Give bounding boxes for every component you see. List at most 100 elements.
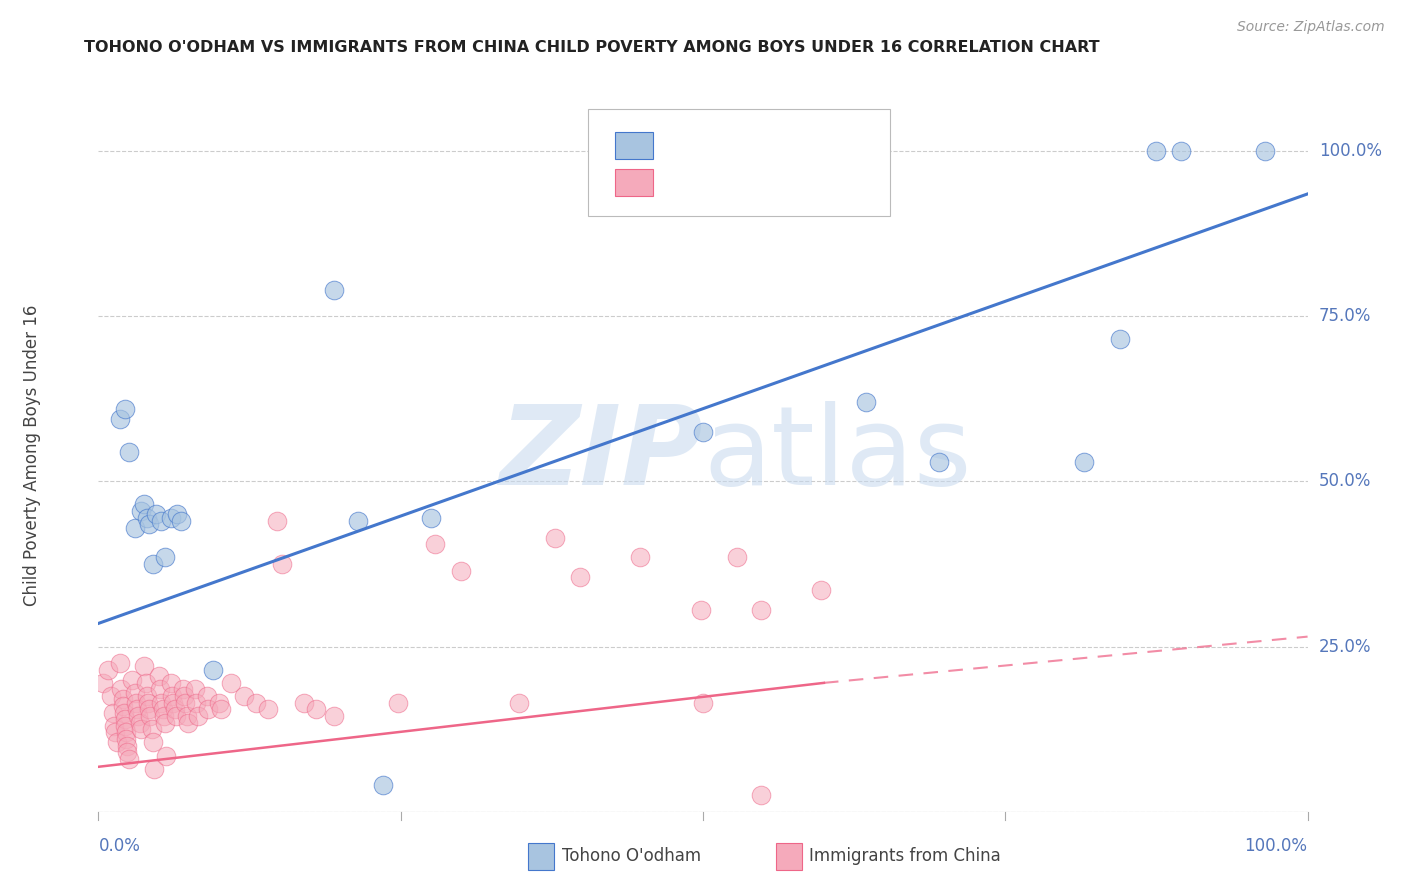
Bar	[614, 169, 654, 196]
Point	[155, 748, 177, 763]
Point	[149, 682, 172, 697]
Point	[108, 411, 131, 425]
Point	[129, 504, 152, 518]
Point	[128, 715, 150, 730]
Point	[117, 739, 139, 753]
Point	[152, 709, 174, 723]
Point	[1109, 332, 1132, 346]
Point	[134, 498, 156, 512]
Point	[172, 682, 194, 697]
Point	[165, 709, 187, 723]
Bar	[614, 132, 654, 159]
Point	[124, 520, 146, 534]
Point	[169, 514, 191, 528]
Point	[115, 725, 138, 739]
Point	[266, 514, 288, 528]
Text: 100.0%: 100.0%	[1319, 142, 1382, 160]
Point	[135, 676, 157, 690]
Point	[450, 564, 472, 578]
Point	[135, 689, 157, 703]
Point	[202, 663, 225, 677]
Point	[855, 395, 877, 409]
Point	[749, 603, 772, 617]
Point	[1170, 144, 1192, 158]
Point	[195, 689, 218, 703]
Text: ZIP: ZIP	[499, 401, 703, 508]
Point	[628, 550, 651, 565]
Point	[110, 682, 132, 697]
Point	[139, 709, 162, 723]
Point	[420, 510, 443, 524]
Point	[371, 778, 394, 792]
Point	[810, 583, 832, 598]
Text: Source: ZipAtlas.com: Source: ZipAtlas.com	[1237, 20, 1385, 34]
Point	[166, 508, 188, 522]
Point	[544, 531, 567, 545]
Point	[136, 696, 159, 710]
Point	[749, 788, 772, 802]
Point	[104, 725, 127, 739]
Point	[138, 517, 160, 532]
Point	[347, 514, 370, 528]
Point	[148, 669, 170, 683]
Point	[245, 696, 267, 710]
Point	[221, 676, 243, 690]
Point	[121, 673, 143, 687]
Point	[112, 706, 135, 720]
Point	[150, 514, 173, 528]
Point	[108, 656, 131, 670]
Point	[1144, 144, 1167, 158]
Point	[115, 732, 138, 747]
Point	[163, 702, 186, 716]
Point	[197, 702, 219, 716]
Point	[114, 719, 136, 733]
Point	[176, 709, 198, 723]
Point	[186, 696, 208, 710]
Point	[129, 722, 152, 736]
Point	[160, 676, 183, 690]
Point	[150, 696, 173, 710]
Point	[173, 689, 195, 703]
Point	[692, 696, 714, 710]
Point	[142, 557, 165, 571]
Text: R = 0.269   N = 75: R = 0.269 N = 75	[665, 173, 849, 191]
Point	[323, 283, 346, 297]
Point	[232, 689, 254, 703]
Point	[568, 570, 591, 584]
Point	[127, 702, 149, 716]
Point	[387, 696, 409, 710]
Point	[508, 696, 530, 710]
Point	[177, 715, 200, 730]
Text: 50.0%: 50.0%	[1319, 473, 1371, 491]
Point	[184, 682, 207, 697]
Point	[160, 510, 183, 524]
Text: Immigrants from China: Immigrants from China	[810, 847, 1001, 865]
Text: Tohono O'odham: Tohono O'odham	[561, 847, 700, 865]
Point	[1073, 454, 1095, 468]
Text: TOHONO O'ODHAM VS IMMIGRANTS FROM CHINA CHILD POVERTY AMONG BOYS UNDER 16 CORREL: TOHONO O'ODHAM VS IMMIGRANTS FROM CHINA …	[84, 40, 1099, 55]
Text: 25.0%: 25.0%	[1319, 638, 1371, 656]
Point	[292, 696, 315, 710]
Point	[111, 698, 134, 713]
Point	[101, 706, 124, 720]
Point	[105, 735, 128, 749]
Point	[141, 722, 163, 736]
Point	[138, 702, 160, 716]
Point	[153, 550, 176, 565]
Point	[100, 689, 122, 703]
Point	[305, 702, 328, 716]
Point	[256, 702, 278, 716]
FancyBboxPatch shape	[588, 109, 890, 216]
Point	[323, 709, 346, 723]
Point	[423, 537, 446, 551]
Text: 0.0%: 0.0%	[98, 837, 141, 855]
Point	[208, 696, 231, 710]
Point	[135, 510, 157, 524]
Text: 75.0%: 75.0%	[1319, 307, 1371, 326]
Point	[124, 686, 146, 700]
Point	[271, 557, 294, 571]
Point	[134, 659, 156, 673]
Point	[125, 696, 148, 710]
Point	[127, 709, 149, 723]
Point	[114, 401, 136, 416]
